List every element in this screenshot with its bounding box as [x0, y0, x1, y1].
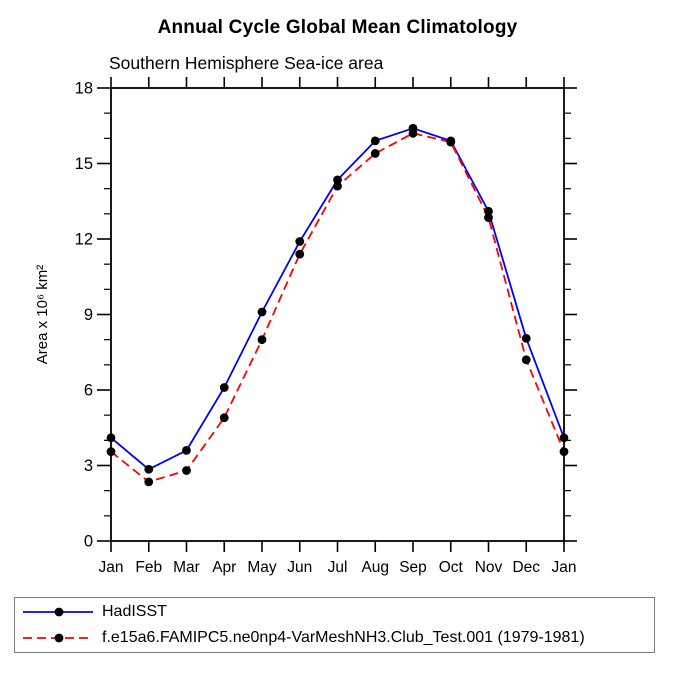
data-point-marker-s0: [521, 334, 531, 343]
y-tick-label: 9: [84, 306, 93, 324]
data-point-marker-s1: [333, 181, 342, 191]
data-point-marker-s0: [219, 383, 229, 392]
chart-title: Annual Cycle Global Mean Climatology: [157, 17, 518, 38]
x-tick-label: Jan: [552, 559, 577, 576]
data-point-marker-s0: [370, 136, 380, 146]
x-tick-label: Dec: [512, 559, 540, 576]
plot-area: 0 3 6 9 12 15 18 Jan Feb Mar Apr May Jun Jul Aug Sep Oct…: [34, 77, 577, 576]
data-point-marker-s0: [333, 175, 342, 185]
x-tick-label: Nov: [475, 559, 503, 576]
plot-box: [110, 87, 565, 542]
x-tick-label: Jan: [99, 559, 124, 576]
legend-sample-solid-line: [23, 607, 93, 617]
data-point-marker-s0: [106, 433, 116, 443]
data-point-marker-s1: [257, 335, 267, 345]
chart-subtitle: Southern Hemisphere Sea-ice area: [109, 53, 384, 73]
legend-label-hadisst: HadISST: [102, 603, 167, 620]
y-tick-label: 12: [75, 231, 93, 249]
legend-marker-dot: [54, 607, 64, 617]
data-point-marker-s1: [106, 447, 116, 457]
data-point-marker-s1: [182, 466, 191, 475]
legend-marker-dot: [54, 633, 64, 643]
data-point-marker-s0: [182, 446, 191, 455]
data-point-marker-s1: [295, 249, 305, 259]
legend-item-hadisst: HadISST: [21, 600, 654, 624]
data-point-marker-s1: [484, 213, 493, 223]
x-tick-label: Jul: [328, 559, 348, 576]
y-tick-label: 0: [84, 533, 93, 551]
data-point-marker-s1: [408, 128, 418, 138]
y-tick-label: 3: [84, 457, 93, 475]
data-point-marker-s0: [144, 464, 154, 474]
x-tick-label: Mar: [173, 559, 200, 576]
data-point-marker-s0: [257, 307, 267, 317]
x-tick-label: Apr: [212, 559, 236, 576]
data-point-marker-s0: [484, 206, 493, 216]
data-point-marker-s1: [370, 149, 380, 158]
x-tick-label: Jun: [287, 559, 312, 576]
x-tick-label: Oct: [439, 559, 464, 576]
legend-box: HadISST f.e15a6.FAMIPC5.ne0np4-VarMeshNH…: [14, 597, 655, 653]
data-point-marker-s1: [144, 477, 154, 487]
y-tick-label: 15: [75, 155, 93, 173]
x-tick-label: Aug: [361, 559, 389, 576]
legend-item-model: f.e15a6.FAMIPC5.ne0np4-VarMeshNH3.Club_T…: [21, 626, 654, 650]
x-tick-label: Sep: [399, 559, 427, 576]
data-point-marker-s1: [219, 413, 229, 423]
data-point-marker-s0: [295, 237, 305, 246]
x-tick-label: Feb: [135, 559, 162, 576]
y-tick-label: 18: [75, 80, 93, 98]
data-point-marker-s0: [559, 433, 569, 443]
legend-label-model: f.e15a6.FAMIPC5.ne0np4-VarMeshNH3.Club_T…: [102, 629, 585, 646]
y-axis-title: Area x 10⁶ km²: [34, 265, 51, 365]
data-point-marker-s1: [559, 447, 569, 457]
x-tick-label: May: [247, 559, 277, 576]
data-point-marker-s1: [521, 355, 531, 365]
y-tick-label: 6: [84, 382, 93, 400]
data-point-marker-s1: [446, 137, 456, 147]
legend-sample-dashed-line: [23, 633, 93, 643]
